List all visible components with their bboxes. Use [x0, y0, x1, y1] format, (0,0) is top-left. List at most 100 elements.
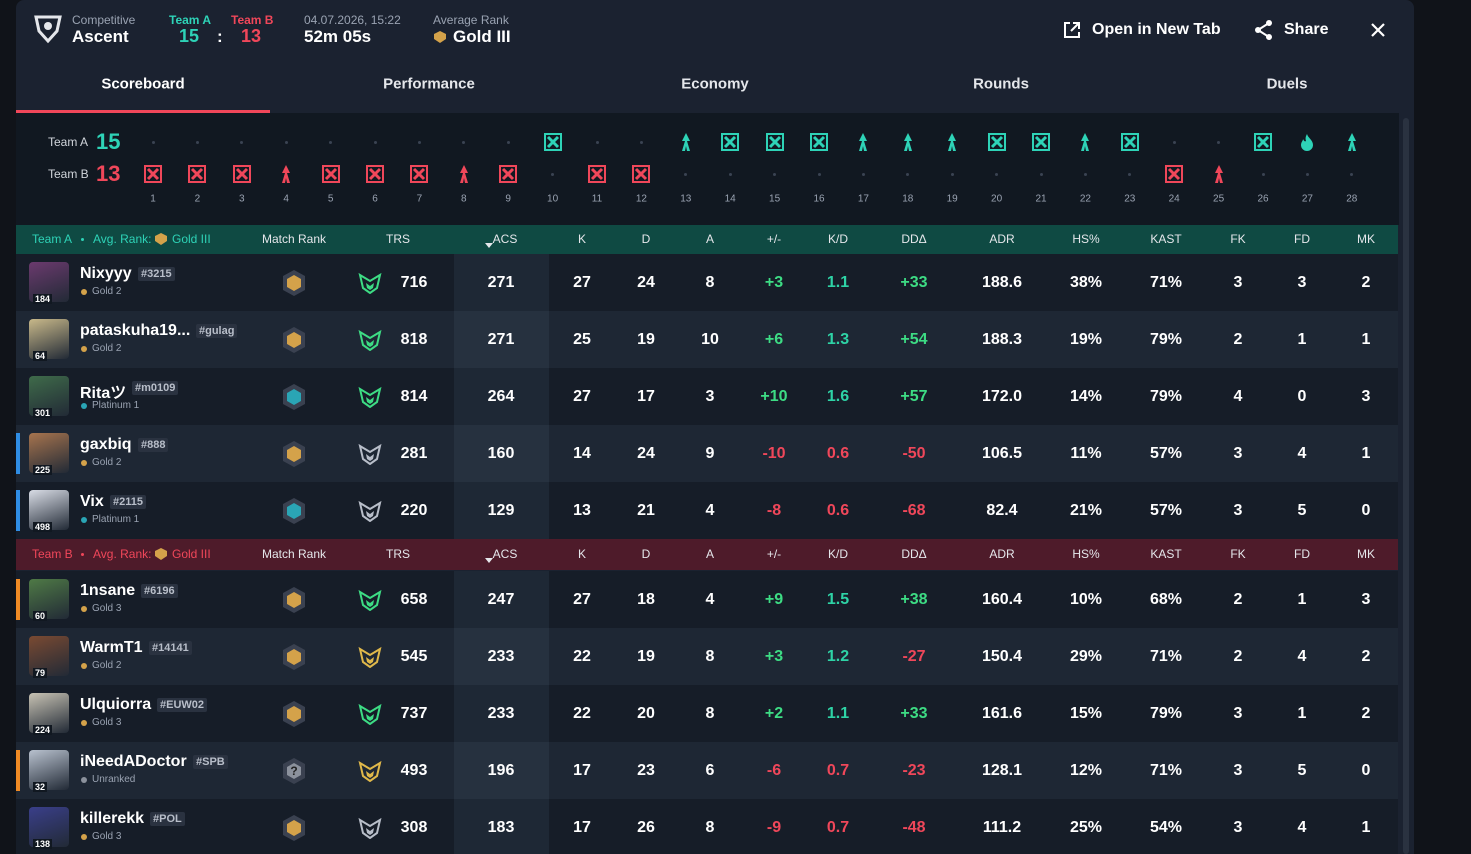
- avg-rank-label: Avg. Rank:: [93, 232, 152, 246]
- stat-cell: 54%: [1149, 818, 1183, 836]
- stat-cell: +10: [760, 387, 788, 405]
- stat-cell: 129: [487, 501, 515, 519]
- round-number: 1: [150, 193, 156, 205]
- stat-cell: 0: [1361, 501, 1371, 519]
- round-win-icon: [1164, 164, 1184, 189]
- round-win-icon: [321, 164, 341, 189]
- stat-cell: 22: [573, 647, 591, 665]
- round-number: 6: [372, 193, 378, 205]
- tab[interactable]: Rounds: [973, 75, 1029, 93]
- round-win-icon: [765, 132, 785, 157]
- round-number: 2: [194, 193, 201, 205]
- acs-column: [454, 311, 549, 368]
- round-dot: [1217, 140, 1221, 144]
- round-win-icon: [720, 132, 740, 157]
- stat-cell: 17: [573, 818, 591, 836]
- stat-cell: 23: [637, 761, 655, 779]
- map: Ascent: [72, 27, 129, 46]
- round-win-icon: [365, 164, 385, 189]
- round-dot: [240, 140, 244, 144]
- player-tag: #SPB: [193, 755, 228, 769]
- column-header: ADR: [989, 232, 1015, 246]
- round-number: 25: [1213, 193, 1225, 205]
- round-number: 3: [239, 193, 245, 205]
- stat-cell: 1.1: [826, 273, 850, 291]
- stat-cell: 5: [1297, 501, 1307, 519]
- share-icon[interactable]: [1254, 19, 1274, 41]
- round-win-icon: [809, 132, 829, 157]
- column-header: TRS: [386, 232, 410, 246]
- stat-cell: 68%: [1149, 590, 1183, 608]
- stat-cell: 196: [487, 761, 515, 779]
- tab[interactable]: Economy: [681, 75, 749, 93]
- stat-cell: 2: [1361, 704, 1371, 722]
- trs-icon: [358, 386, 382, 413]
- stat-cell: 1.2: [826, 647, 850, 665]
- stat-cell: +38: [900, 590, 928, 608]
- round-number: 4: [283, 193, 289, 205]
- team-a-label: Team A: [169, 13, 212, 27]
- external-link-icon[interactable]: [1062, 20, 1082, 40]
- stat-cell: 493: [400, 761, 428, 779]
- action-open[interactable]: Open in New Tab: [1092, 21, 1221, 38]
- column-header: DDΔ: [901, 232, 927, 246]
- trs-icon: [358, 329, 382, 356]
- rank-dot: [81, 606, 87, 612]
- player-rank: Gold 3: [92, 603, 122, 614]
- stat-cell: 160.4: [981, 590, 1023, 608]
- mode: Competitive: [72, 13, 136, 27]
- round-number: 9: [505, 193, 511, 205]
- stat-cell: 183: [487, 818, 515, 836]
- round-number: 28: [1346, 193, 1358, 205]
- party-indicator: [16, 750, 20, 791]
- column-header: D: [641, 547, 651, 561]
- close-button[interactable]: [1370, 22, 1386, 38]
- stat-cell: 19%: [1069, 330, 1103, 348]
- stat-cell: 10%: [1069, 590, 1103, 608]
- column-header: KAST: [1150, 547, 1182, 561]
- round-dot: [995, 172, 999, 176]
- round-dot: [906, 172, 910, 176]
- acs-column: [454, 628, 549, 685]
- stat-cell: 814: [400, 387, 428, 405]
- tab[interactable]: Performance: [383, 75, 475, 93]
- tab[interactable]: Duels: [1266, 75, 1308, 93]
- round-win-icon: [498, 164, 518, 189]
- stat-cell: 2: [1361, 647, 1371, 665]
- match-duration: 52m 05s: [304, 27, 372, 46]
- stat-cell: 14: [573, 444, 591, 462]
- tab[interactable]: Scoreboard: [101, 75, 185, 93]
- trs-icon: [358, 703, 382, 730]
- column-header: K: [577, 547, 587, 561]
- rank-dot: [81, 777, 87, 783]
- round-dot: [329, 140, 333, 144]
- player-name: pataskuha19...: [80, 322, 191, 339]
- stat-cell: 1.5: [826, 590, 850, 608]
- sort-arrow: [485, 551, 493, 569]
- round-dot: [1350, 172, 1354, 176]
- round-number: 27: [1301, 193, 1313, 205]
- player-tag: #3215: [138, 267, 175, 281]
- stat-cell: 71%: [1149, 761, 1183, 779]
- round-number: 24: [1168, 193, 1180, 205]
- stat-cell: 247: [487, 590, 515, 608]
- action-share[interactable]: Share: [1284, 21, 1329, 38]
- player-level: 225: [33, 465, 53, 475]
- round-team-b-label: Team B: [48, 167, 89, 181]
- avg-rank: Gold III: [172, 232, 211, 246]
- stat-cell: 3: [1233, 501, 1243, 519]
- round-win-icon: [587, 164, 607, 189]
- round-number: 8: [461, 193, 467, 205]
- separator-dot: [81, 552, 84, 556]
- round-win-icon: [898, 132, 918, 157]
- stat-cell: 27: [573, 387, 591, 405]
- acs-column: [454, 254, 549, 311]
- column-header: K/D: [827, 232, 849, 246]
- stat-cell: 1.3: [826, 330, 850, 348]
- round-dot: [417, 140, 421, 144]
- stat-cell: 0.7: [826, 818, 850, 836]
- avg-rank: Gold III: [172, 547, 211, 561]
- player-rank: Gold 3: [92, 717, 122, 728]
- stat-cell: 1.1: [826, 704, 850, 722]
- acs-column: [454, 742, 549, 799]
